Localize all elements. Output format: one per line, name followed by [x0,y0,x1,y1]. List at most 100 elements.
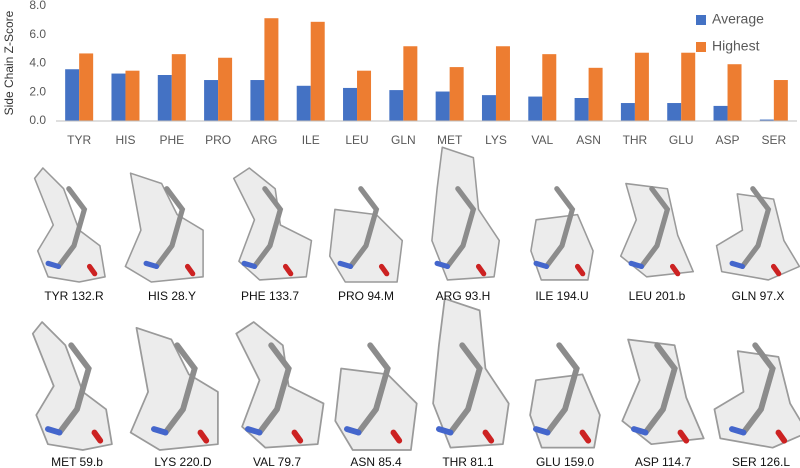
x-tick-label: LYS [485,133,507,147]
bar [634,52,649,121]
bar [111,73,126,121]
atom-n [631,426,649,436]
panel-label: VAL 79.7 [253,455,301,468]
atom-o [91,429,104,444]
side-chain-stick [739,186,772,270]
y-tick-label: 4.0 [29,56,46,70]
x-tick-label: ASN [576,133,601,147]
side-chain-stick [162,342,198,436]
density-mesh [431,146,501,281]
atom-o [482,429,495,444]
side-chain-stick [642,342,678,436]
bar [620,103,635,121]
density-mesh [31,321,113,451]
atom-n [436,426,454,436]
atom-n [533,426,551,436]
density-mesh [621,338,705,446]
panel-label: GLU 159.0 [536,455,594,468]
structure-panel [529,342,601,449]
bar [296,85,311,121]
panel-label: SER 126.L [732,455,790,468]
bar [79,53,94,121]
bar [681,52,696,121]
bar [65,69,80,121]
structure-panel [232,167,313,281]
atom-n [434,260,451,270]
atom-n [729,260,746,270]
structure-panel [33,167,106,283]
side-chain-stick [544,342,580,436]
y-axis-label: Side Chain Z-Score [2,10,16,115]
bar [310,21,325,121]
panel-label: GLN 97.X [732,289,785,303]
x-tick-label: THR [623,133,648,147]
side-chain-stick [55,186,88,270]
x-tick-label: HIS [115,133,135,147]
atom-o [669,263,681,277]
structure-panel [235,321,325,449]
side-chain-stick [543,186,576,270]
legend-label: Average [712,11,764,27]
x-tick-label: GLN [391,133,416,147]
bar [773,80,788,121]
y-tick-label: 8.0 [29,0,46,12]
y-tick-label: 0.0 [29,113,46,127]
atom-o [378,263,390,277]
panel-label: ASP 114.7 [635,455,692,468]
x-tick-label: MET [437,133,463,147]
structure-panel [432,297,510,449]
panel-label: ASN 85.4 [350,455,402,468]
structure-panel [715,186,800,281]
panel-label: THR 81.1 [442,455,494,468]
atom-n [729,426,747,436]
atom-o [579,429,592,444]
bar [727,64,742,121]
x-tick-label: TYR [67,133,91,147]
density-mesh [124,172,204,283]
atom-n [628,260,645,270]
side-chain-stick [256,342,292,436]
atom-o [770,263,782,277]
atom-n [45,426,63,436]
side-chain-stick [56,342,92,436]
bar [125,70,140,121]
density-mesh [33,167,106,283]
legend-label: Highest [712,38,760,54]
bar [389,90,404,121]
x-tick-label: PRO [205,133,231,147]
x-tick-label: GLU [669,133,694,147]
side-chain-stick [251,186,284,270]
bar [495,46,510,121]
structure-panel [621,338,705,446]
atom-o [775,429,788,444]
side-chain-stick [444,186,477,270]
structure-panel [31,321,113,451]
side-chain-stick [740,342,776,436]
panels [31,146,800,451]
panel-label: ARG 93.H [436,289,491,303]
panel-label: MET 59.b [51,455,103,468]
bar [481,95,496,121]
structure-panel [328,186,404,283]
bar [435,91,450,121]
x-tick-label: SER [762,133,787,147]
x-tick-label: ARG [251,133,277,147]
density-mesh [619,182,695,278]
y-tick-label: 6.0 [29,27,46,41]
bar [204,80,219,121]
side-chain-stick [638,186,671,270]
bar [343,87,358,121]
bar [713,105,728,121]
x-tick-label: LEU [345,133,368,147]
bar [528,96,543,121]
panel-label: PHE 133.7 [241,289,299,303]
atom-n [344,426,362,436]
side-chain-stick [347,186,380,270]
atom-o [291,429,304,444]
x-tick-label: ASP [716,133,740,147]
atom-n [45,260,62,270]
atom-o [677,429,690,444]
structure-panel [334,342,418,451]
side-chain-stick [153,186,186,270]
